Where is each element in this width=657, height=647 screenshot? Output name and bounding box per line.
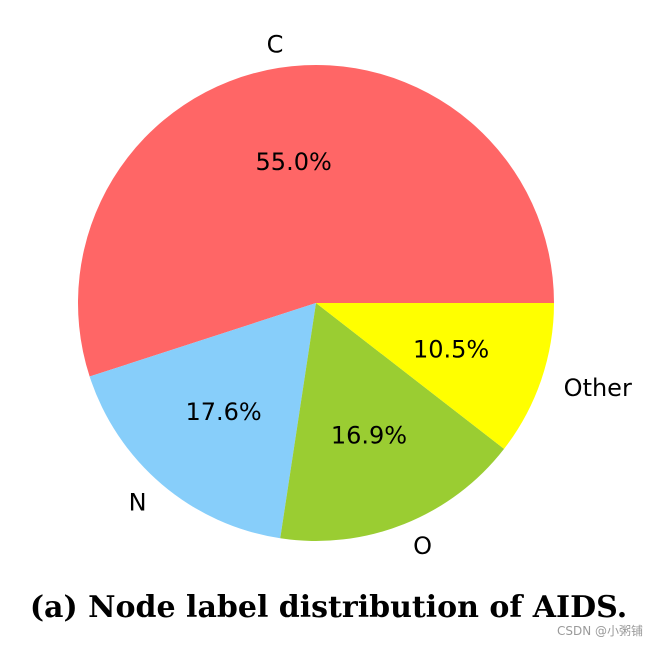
pie-slice-o	[280, 303, 505, 541]
category-label-o: O	[413, 532, 432, 560]
pct-label-other: 10.5%	[413, 335, 489, 363]
pct-label-c: 55.0%	[256, 148, 332, 176]
category-label-other: Other	[564, 374, 632, 402]
pct-label-n: 17.6%	[185, 398, 261, 426]
category-label-c: C	[267, 30, 284, 58]
watermark-text: CSDN @小粥铺	[556, 624, 643, 638]
category-label-n: N	[129, 489, 147, 517]
figure-caption: (a) Node label distribution of AIDS.	[29, 590, 628, 625]
pie-slice-c	[77, 64, 554, 377]
pie-slices	[77, 64, 554, 541]
pie-slice-other	[316, 303, 554, 449]
pct-label-o: 16.9%	[331, 422, 407, 450]
pie-labels: 55.0% C 17.6% N 16.9% O 10.5% Other	[129, 30, 632, 560]
pie-slice-n	[89, 303, 316, 539]
pie-chart: 55.0% C 17.6% N 16.9% O 10.5% Other	[77, 30, 632, 560]
